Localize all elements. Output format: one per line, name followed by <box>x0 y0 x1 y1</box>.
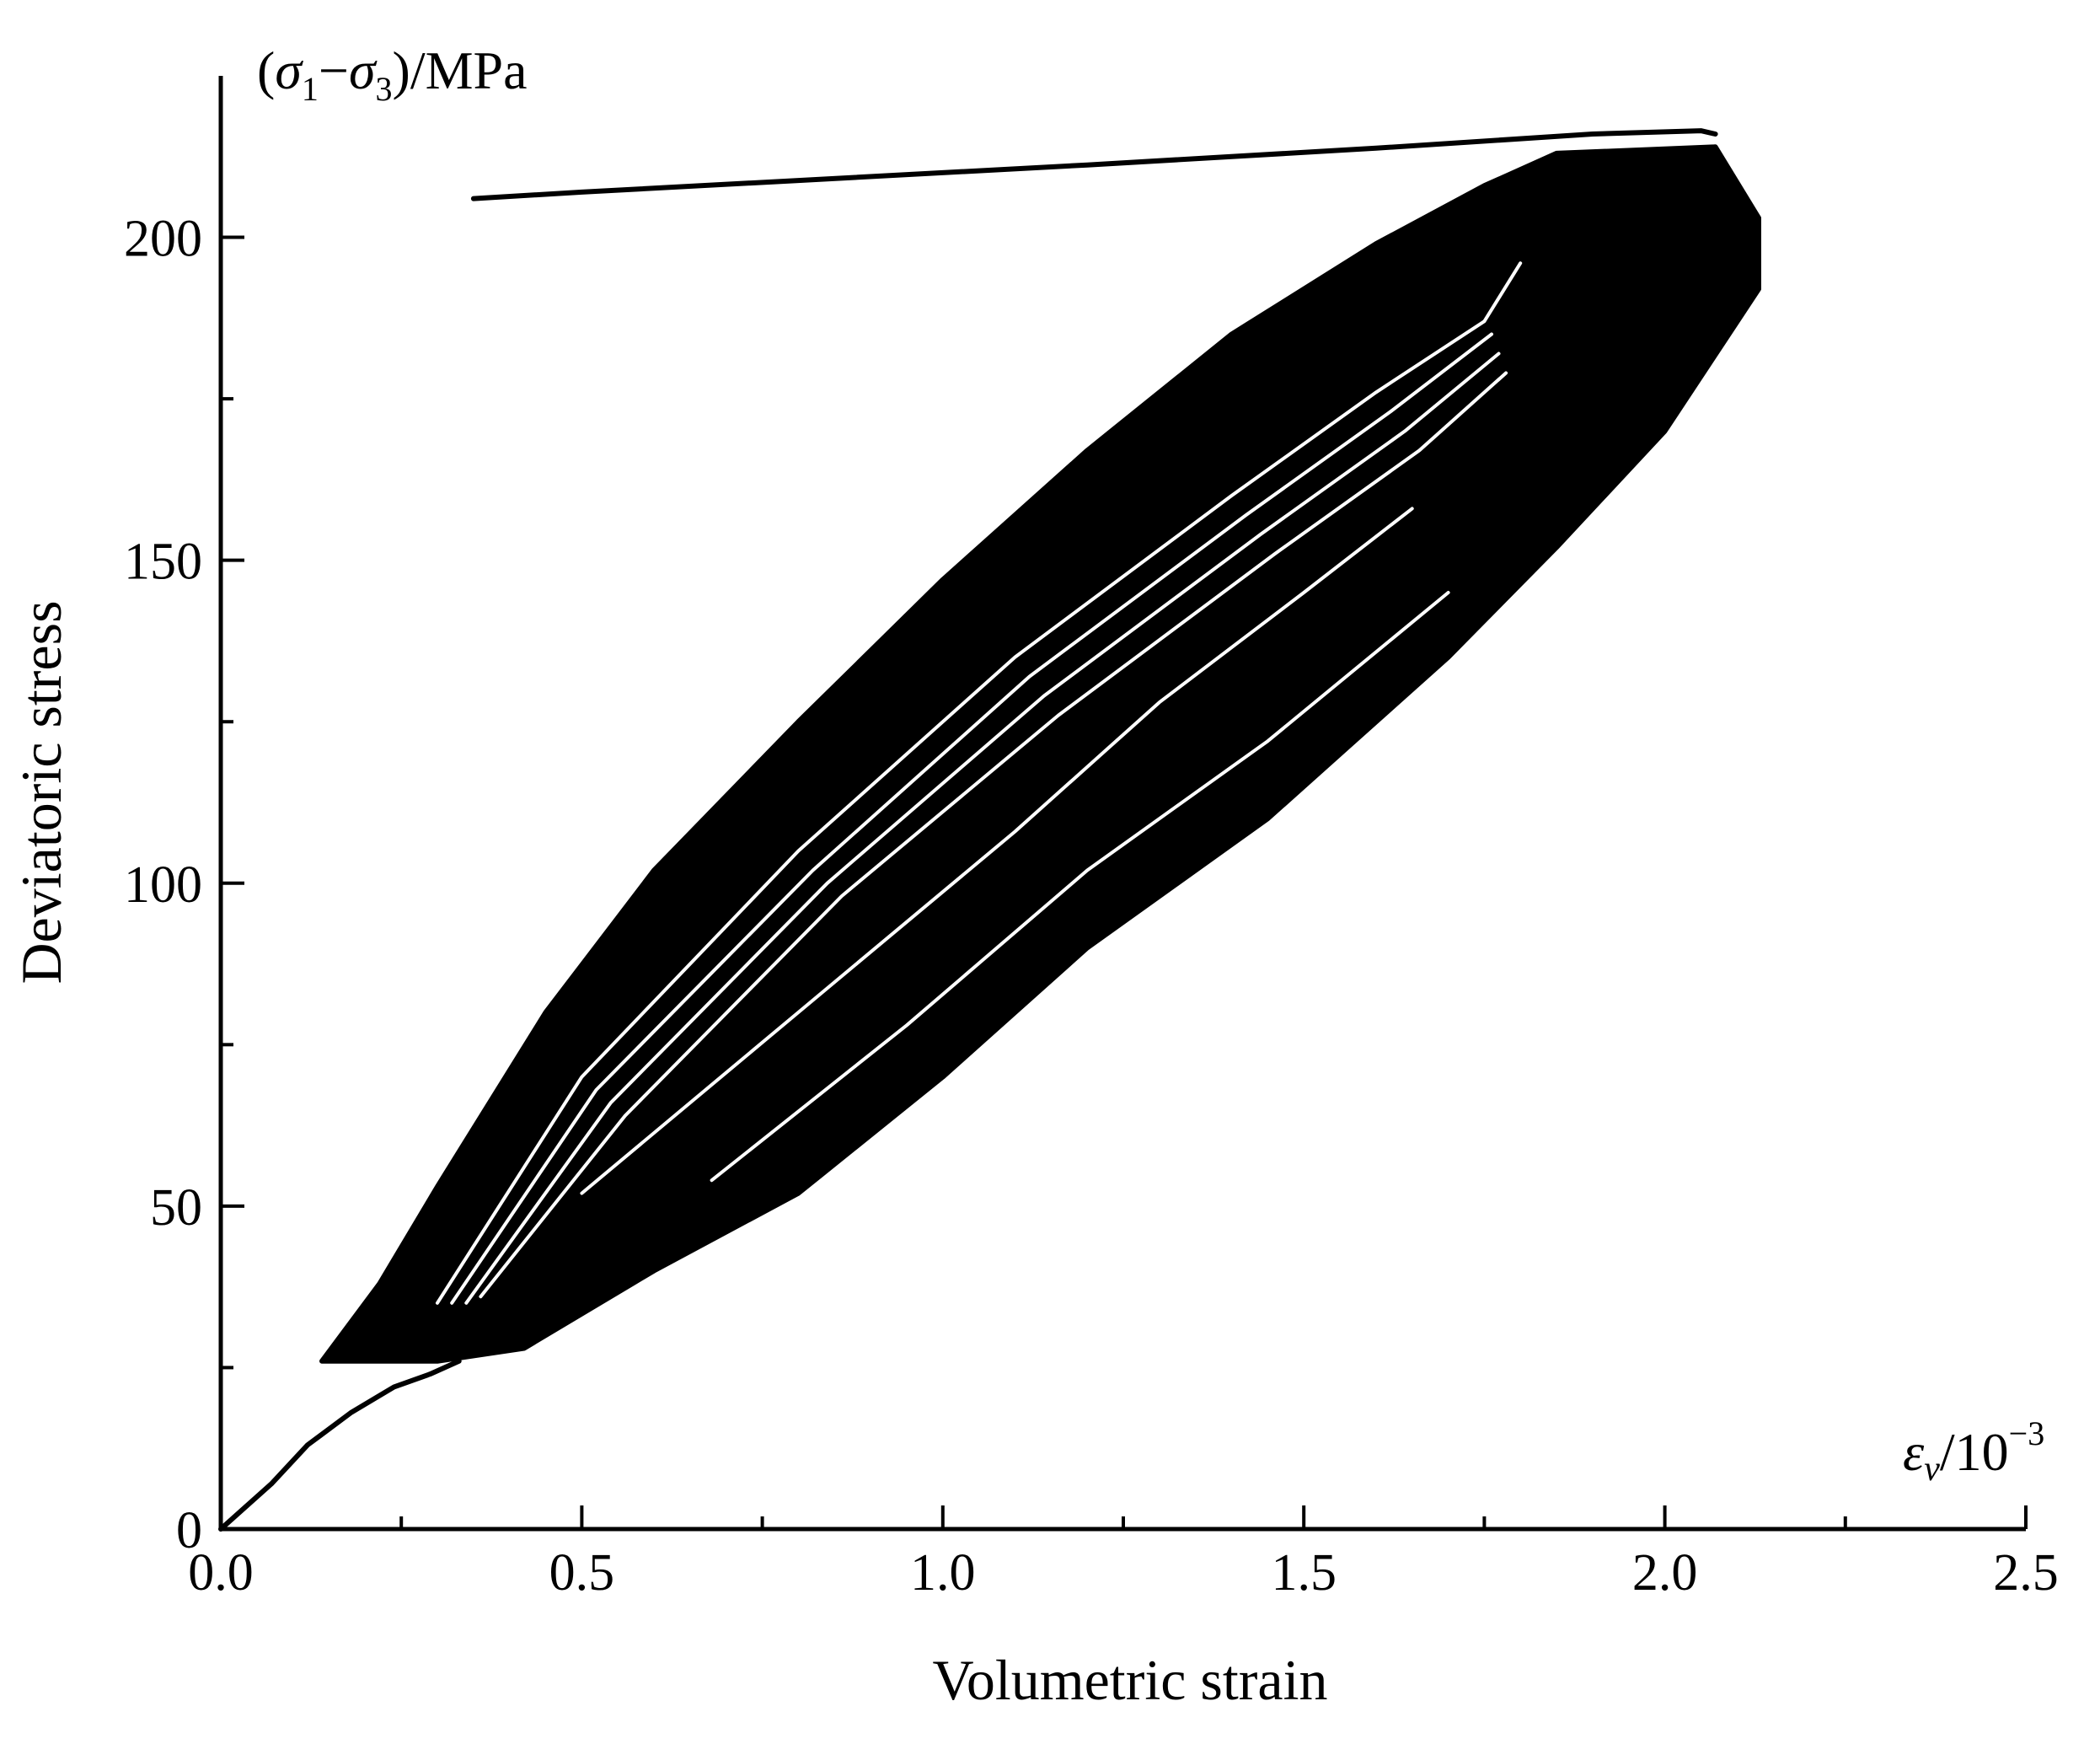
y-tick-label: 150 <box>124 534 202 591</box>
x-tick-label: 1.5 <box>1271 1544 1337 1602</box>
curves <box>218 128 1761 1532</box>
y-unit-sub1: 1 <box>302 70 319 108</box>
x-unit-exp: −3 <box>2009 1414 2045 1452</box>
y-tick-label: 50 <box>150 1179 202 1237</box>
failure-curve <box>470 128 1718 201</box>
x-tick-label: 0.0 <box>188 1544 254 1602</box>
inner-loop-gap <box>479 371 1508 1299</box>
inner-loop-gap <box>580 507 1414 1195</box>
y-unit-open: ( <box>257 40 275 100</box>
y-unit-sigma1: σ <box>275 40 303 100</box>
initial-loading-curve <box>218 1358 462 1532</box>
inner-loop-gap <box>450 332 1493 1305</box>
x-axis-unit-label: εv/10−3 <box>1903 1414 2044 1489</box>
x-tick-label: 2.0 <box>1632 1544 1698 1602</box>
x-tick-label: 0.5 <box>549 1544 615 1602</box>
ticks: 0.0 0.5 1.0 1.5 2.0 2.5 0 50 100 150 200 <box>124 211 2059 1602</box>
y-unit-minus: − <box>319 40 349 100</box>
x-unit-rest: /10 <box>1940 1422 2009 1482</box>
y-unit-sigma3: σ <box>349 40 378 100</box>
y-unit-sub3: 3 <box>376 70 393 108</box>
inner-loop-gap <box>436 261 1523 1305</box>
x-unit-sub: v <box>1924 1450 1940 1489</box>
y-tick-label: 0 <box>176 1502 202 1559</box>
x-axis-title: Volumetric strain <box>933 1648 1328 1712</box>
inner-loop-gap <box>464 351 1501 1305</box>
x-unit-symbol: ε <box>1903 1422 1925 1482</box>
y-axis-unit-label: (σ1−σ3)/MPa <box>257 40 528 108</box>
inner-loop-gap <box>710 591 1450 1183</box>
x-tick-label: 1.0 <box>910 1544 976 1602</box>
y-unit-close: )/MPa <box>393 40 528 100</box>
y-tick-label: 100 <box>124 856 202 914</box>
y-tick-label: 200 <box>124 211 202 268</box>
x-tick-label: 2.5 <box>1993 1544 2059 1602</box>
y-axis-title: Deviatoric stress <box>9 600 73 984</box>
